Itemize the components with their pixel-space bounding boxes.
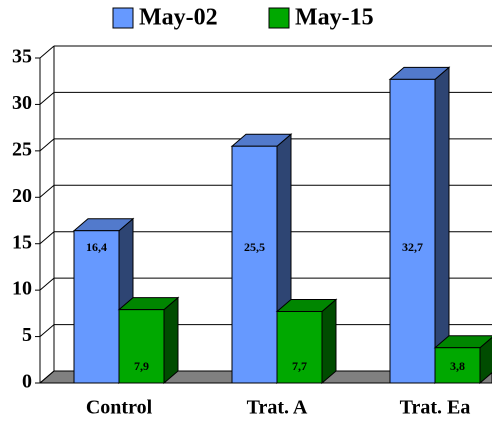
x-tick-label: Trat. A — [247, 397, 308, 419]
bar — [231, 145, 278, 384]
legend-swatch — [268, 7, 290, 29]
value-label: 7,7 — [292, 359, 307, 373]
bar — [434, 347, 481, 384]
value-label: 16,4 — [86, 240, 107, 254]
bar — [276, 311, 323, 384]
bar — [73, 230, 120, 384]
bar-side — [321, 298, 337, 385]
bar — [118, 309, 165, 384]
legend-label: May-02 — [139, 5, 218, 31]
x-tick-label: Control — [86, 397, 153, 419]
value-label: 25,5 — [244, 240, 265, 254]
value-label: 7,9 — [134, 359, 149, 373]
grid-diagonal — [39, 324, 55, 337]
bar-side — [163, 296, 179, 385]
grid-diagonal — [39, 184, 55, 198]
y-tick-label: 25 — [12, 138, 32, 160]
y-tick-label: 0 — [22, 371, 32, 393]
grid-diagonal — [39, 277, 55, 291]
y-tick-label: 5 — [22, 324, 32, 346]
grid-diagonal — [39, 370, 55, 384]
bar — [389, 78, 436, 384]
value-label: 3,8 — [450, 359, 465, 373]
grid-diagonal — [39, 45, 55, 59]
legend: May-02 May-15 — [112, 5, 374, 31]
y-tick-label: 35 — [12, 46, 32, 68]
value-label: 32,7 — [402, 240, 423, 254]
y-tick-label: 20 — [12, 185, 32, 207]
grid-diagonal — [39, 231, 55, 245]
legend-swatch — [112, 7, 134, 29]
bar-side — [434, 66, 450, 385]
y-tick-label: 10 — [12, 278, 32, 300]
grid-diagonal — [39, 138, 55, 152]
legend-label: May-15 — [295, 5, 374, 31]
x-tick-label: Trat. Ea — [400, 397, 471, 419]
y-tick-label: 15 — [12, 231, 32, 253]
y-tick-label: 30 — [12, 92, 32, 114]
grid-diagonal — [39, 92, 55, 105]
